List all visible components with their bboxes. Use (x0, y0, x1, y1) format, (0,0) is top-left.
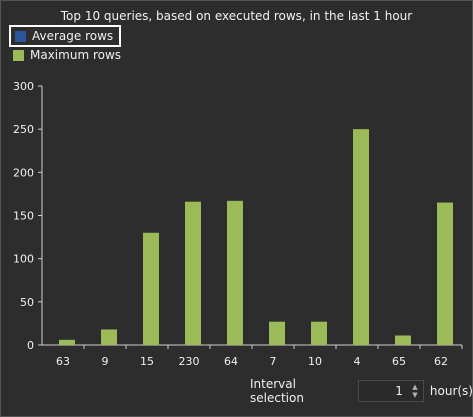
legend-swatch-maximum (13, 49, 24, 61)
y-tick-label: 200 (13, 166, 34, 179)
x-tick-label: 4 (354, 355, 361, 368)
legend-swatch-average (15, 30, 26, 42)
x-tick-label: 15 (140, 355, 154, 368)
y-tick-label: 250 (13, 123, 34, 136)
y-tick-label: 300 (13, 80, 34, 93)
spin-up-icon[interactable]: ▲ (412, 383, 418, 391)
spin-arrows: ▲ ▼ (410, 383, 420, 399)
bar-maximum-rows (269, 321, 285, 345)
bar-maximum-rows (59, 339, 75, 345)
x-tick-label: 9 (102, 355, 109, 368)
x-tick-label: 65 (392, 355, 406, 368)
x-tick-label: 10 (308, 355, 322, 368)
y-tick-label: 50 (20, 296, 34, 309)
interval-selector: Interval selection 1 ▲ ▼ hour(s) (250, 377, 473, 405)
x-tick-label: 62 (434, 355, 448, 368)
interval-value: 1 (395, 384, 403, 398)
interval-unit: hour(s) (429, 384, 473, 398)
legend-label-average: Average rows (32, 29, 114, 43)
y-tick-label: 0 (27, 339, 34, 352)
spin-down-icon[interactable]: ▼ (412, 391, 418, 399)
bar-maximum-rows (227, 200, 243, 345)
x-tick-label: 64 (224, 355, 238, 368)
y-tick-label: 100 (13, 253, 34, 266)
interval-spinbox[interactable]: 1 ▲ ▼ (357, 380, 424, 402)
interval-label: Interval selection (250, 377, 304, 405)
x-tick-label: 63 (56, 355, 70, 368)
bar-maximum-rows (185, 201, 201, 345)
legend-label-maximum: Maximum rows (30, 48, 122, 62)
chart-title: Top 10 queries, based on executed rows, … (60, 9, 413, 23)
bar-maximum-rows (311, 321, 327, 345)
bar-maximum-rows (437, 202, 453, 345)
x-tick-label: 7 (270, 355, 277, 368)
x-tick-label: 230 (179, 355, 200, 368)
y-tick-label: 150 (13, 210, 34, 223)
legend-item-average-rows[interactable]: Average rows (9, 25, 122, 47)
bar-maximum-rows (143, 232, 159, 345)
bar-maximum-rows (395, 335, 411, 345)
legend-item-maximum-rows[interactable]: Maximum rows (13, 46, 121, 64)
bar-maximum-rows (101, 329, 117, 345)
bar-maximum-rows (353, 129, 369, 345)
